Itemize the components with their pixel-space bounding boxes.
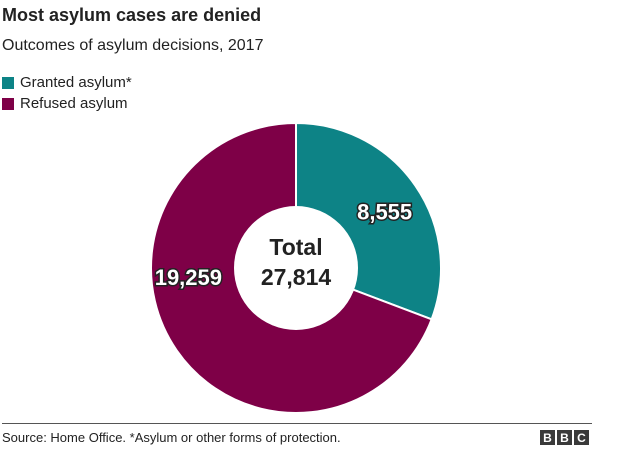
legend-label-refused: Refused asylum xyxy=(20,95,128,112)
slice-label-refused: 19,259 xyxy=(155,265,222,290)
bbc-logo: B B C xyxy=(540,430,589,445)
donut-chart: Total 27,814 8,555 19,259 xyxy=(150,121,442,414)
footer-divider xyxy=(2,423,592,424)
bbc-logo-letter-1: B xyxy=(540,430,555,445)
source-note: Source: Home Office. *Asylum or other fo… xyxy=(2,430,341,445)
legend: Granted asylum* Refused asylum xyxy=(2,72,132,114)
center-label-value: 27,814 xyxy=(261,264,332,290)
donut-hole xyxy=(234,206,358,330)
center-label-total: Total xyxy=(269,234,322,260)
legend-label-granted: Granted asylum* xyxy=(20,74,132,91)
legend-swatch-refused xyxy=(2,97,14,110)
chart-title: Most asylum cases are denied xyxy=(2,5,262,25)
legend-item-refused: Refused asylum xyxy=(2,93,132,114)
chart-subtitle: Outcomes of asylum decisions, 2017 xyxy=(2,37,264,54)
legend-item-granted: Granted asylum* xyxy=(2,72,132,93)
slice-labels: 8,555 19,259 xyxy=(153,198,413,291)
bbc-logo-letter-2: B xyxy=(557,430,572,445)
legend-swatch-granted xyxy=(2,76,14,89)
bbc-logo-letter-3: C xyxy=(574,430,589,445)
slice-label-granted: 8,555 xyxy=(357,200,412,225)
